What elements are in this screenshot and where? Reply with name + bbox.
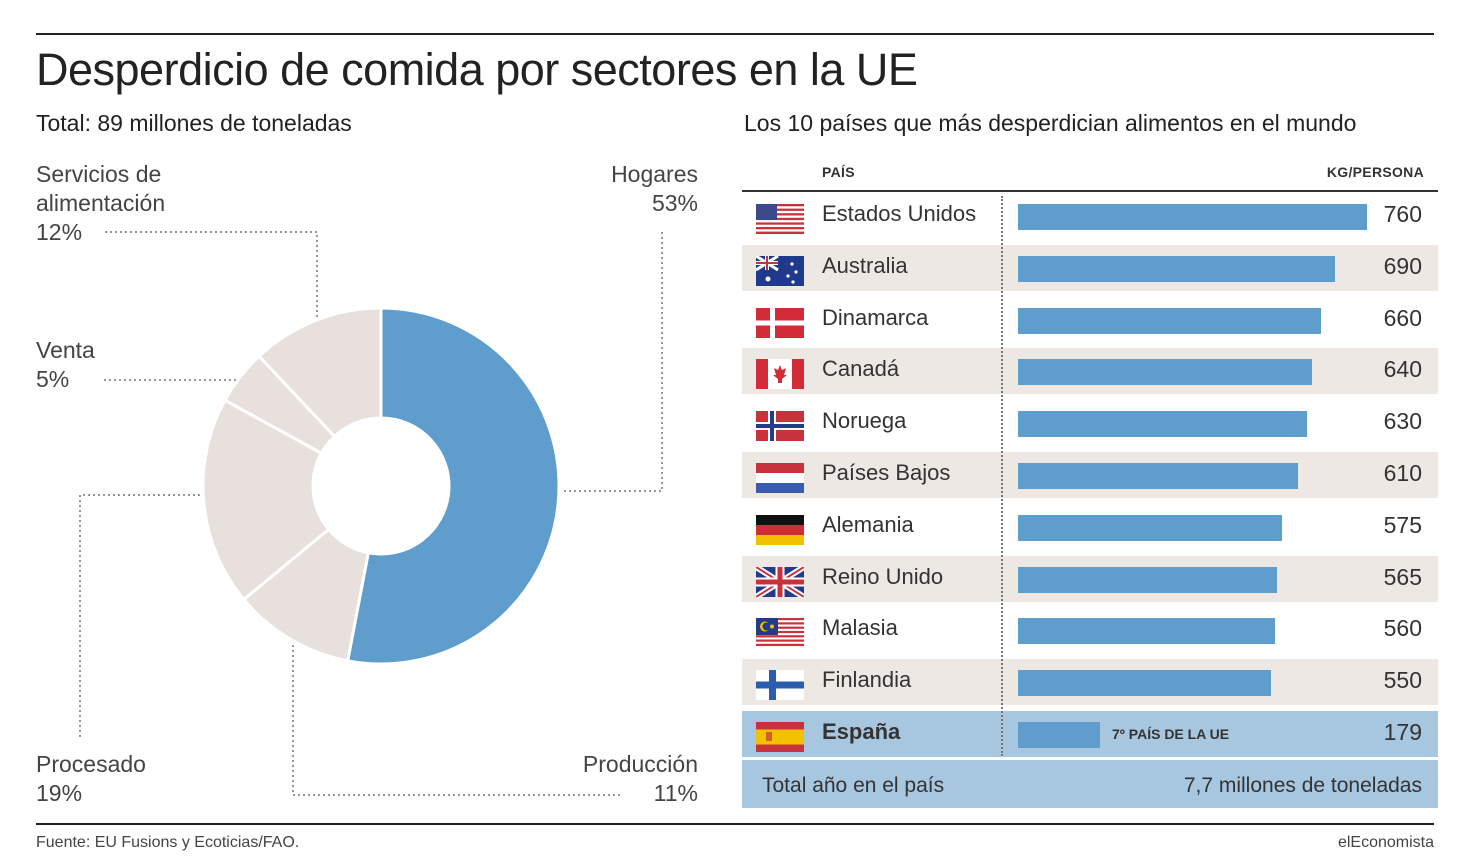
donut-leader-lines <box>79 231 663 796</box>
country-label: España <box>822 719 901 744</box>
value-label: 760 <box>1383 201 1422 227</box>
bar-row: Reino Unido 565 <box>742 555 1438 602</box>
bar-row: Finlandia 550 <box>742 659 1438 706</box>
bar-row: Malasia 560 <box>742 607 1438 653</box>
label-hogares-pct: 53% <box>651 190 698 216</box>
bar <box>1018 255 1335 282</box>
total-row-value: 7,7 millones de toneladas <box>1183 774 1422 797</box>
label-venta-pct: 5% <box>36 366 70 392</box>
label-hogares: Hogares 53% <box>611 160 698 218</box>
total-row-label: Total año en el país <box>762 774 945 797</box>
label-servicios: Servicios de alimentación 12% <box>36 160 236 247</box>
country-label: Australia <box>822 252 908 278</box>
total-row: Total año en el país 7,7 millones de ton… <box>742 760 1438 808</box>
label-procesado-name: Procesado <box>36 751 146 777</box>
country-label: Estados Unidos <box>822 201 977 226</box>
bar <box>1018 514 1282 541</box>
value-label: 550 <box>1383 667 1422 694</box>
value-label: 690 <box>1383 252 1422 279</box>
bar-row: España 7º PAÍS DE LA UE 179 <box>742 711 1438 757</box>
bar-row: Dinamarca 660 <box>742 297 1438 343</box>
label-produccion: Producción 11% <box>583 750 698 808</box>
country-label: Reino Unido <box>822 563 944 589</box>
country-label: Finlandia <box>822 667 912 693</box>
value-label: 630 <box>1383 408 1422 435</box>
header-rule <box>742 190 1438 192</box>
country-label: Países Bajos <box>822 460 951 485</box>
bar-row: Estados Unidos 760 <box>742 193 1438 239</box>
value-label: 610 <box>1383 460 1422 486</box>
country-label: Canadá <box>822 356 900 382</box>
bar <box>1018 618 1275 645</box>
value-label: 560 <box>1383 615 1422 642</box>
bars-subtitle: Los 10 países que más desperdician alime… <box>744 110 1357 136</box>
bar <box>1018 307 1321 334</box>
country-label: Noruega <box>822 408 907 434</box>
bottom-rule <box>36 823 1434 825</box>
bar <box>1018 411 1307 438</box>
label-servicios-name: Servicios de alimentación <box>36 161 166 216</box>
bar <box>1018 722 1100 748</box>
flag-finland-icon <box>756 670 804 701</box>
label-venta-name: Venta <box>36 337 95 363</box>
flag-denmark-icon <box>756 307 804 338</box>
bar-row: Noruega 630 <box>742 400 1438 446</box>
value-label: 575 <box>1383 511 1422 538</box>
label-procesado-pct: 19% <box>36 780 83 806</box>
column-header-value: KG/PERSONA <box>1326 164 1424 180</box>
chart-title: Desperdicio de comida por sectores en la… <box>36 44 918 95</box>
value-label: 179 <box>1383 719 1422 745</box>
label-hogares-name: Hogares <box>611 161 698 187</box>
country-label: Alemania <box>822 511 914 537</box>
label-produccion-pct: 11% <box>653 780 698 806</box>
column-header-country: PAÍS <box>822 164 855 180</box>
country-label: Dinamarca <box>822 304 929 330</box>
label-produccion-name: Producción <box>582 751 698 777</box>
bar <box>1018 463 1298 489</box>
value-label: 640 <box>1383 356 1422 383</box>
brand-credit: elEconomista <box>1337 834 1434 851</box>
flag-germany-icon <box>756 514 804 545</box>
bar-row: Australia 690 <box>742 244 1438 291</box>
bar-row: Canadá 640 <box>742 348 1438 395</box>
donut-slice-procesado <box>201 398 331 602</box>
flag-norway-icon <box>756 411 804 442</box>
donut-slice-hogares <box>345 306 561 666</box>
country-label: Malasia <box>822 615 898 641</box>
label-servicios-pct: 12% <box>36 219 83 245</box>
donut-subtitle: Total: 89 millones de toneladas <box>36 110 352 136</box>
flag-canada-icon <box>756 359 804 390</box>
donut-slice-servicios <box>257 306 383 439</box>
spain-eu-rank-note: 7º PAÍS DE LA UE <box>1112 726 1230 742</box>
value-label: 660 <box>1383 304 1422 331</box>
bar-row: Alemania 575 <box>742 504 1438 550</box>
flag-usa-icon <box>756 204 804 234</box>
bar <box>1018 566 1277 593</box>
flag-uk-icon <box>756 566 804 597</box>
top-rule <box>36 33 1434 35</box>
donut-slice-produccion <box>241 527 371 663</box>
source-note: Fuente: EU Fusions y Ecoticias/FAO. <box>36 834 300 851</box>
bar <box>1018 204 1367 230</box>
bar <box>1018 359 1312 386</box>
bar <box>1018 670 1271 697</box>
bar-row: Países Bajos 610 <box>742 452 1438 498</box>
column-separator <box>1001 196 1003 756</box>
flag-malaysia-icon <box>756 618 804 649</box>
flag-spain-icon <box>756 722 804 752</box>
label-venta: Venta 5% <box>36 336 95 394</box>
value-label: 565 <box>1383 563 1422 590</box>
label-procesado: Procesado 19% <box>36 750 146 808</box>
flag-netherlands-icon <box>756 463 804 493</box>
donut-chart <box>79 231 663 796</box>
flag-australia-icon <box>756 255 804 286</box>
